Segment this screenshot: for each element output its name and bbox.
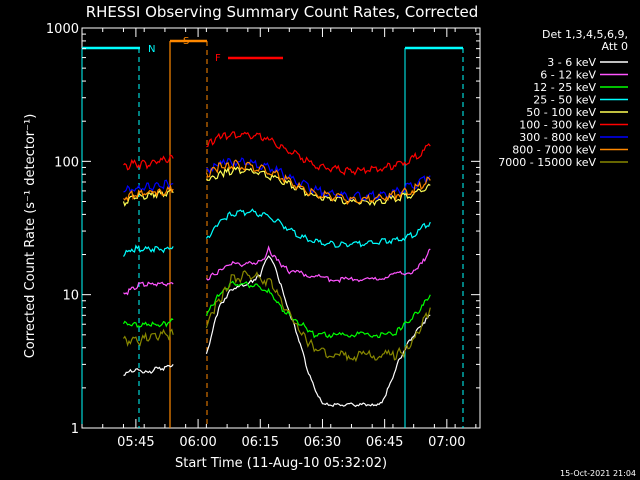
series-line xyxy=(205,280,431,339)
legend-entry-label: 6 - 12 keV xyxy=(540,69,596,82)
series-line xyxy=(123,328,174,348)
corner-timestamp: 15-Oct-2021 21:04 xyxy=(560,469,636,478)
series-line xyxy=(205,159,431,205)
series-line xyxy=(122,244,174,257)
series-line xyxy=(205,208,431,248)
legend-entry-label: 7000 - 15000 keV xyxy=(498,156,596,169)
annotation-f: F xyxy=(215,53,221,64)
y-tick-label: 10 xyxy=(62,289,79,304)
series-line xyxy=(206,157,431,202)
legend-entry-label: 12 - 25 keV xyxy=(533,81,596,94)
annotation-s: S xyxy=(183,36,189,47)
series-line xyxy=(205,255,431,408)
y-tick-label: 1000 xyxy=(46,22,79,37)
x-axis: 05:45 06:00 06:15 06:30 06:45 07:00 xyxy=(81,28,477,450)
series-line xyxy=(123,154,174,171)
x-tick-label: 05:45 xyxy=(117,435,154,450)
series-line xyxy=(123,364,174,377)
series-layer xyxy=(122,131,431,408)
legend-entry-label: 25 - 50 keV xyxy=(533,94,596,107)
series-line xyxy=(123,281,174,296)
annotation-n: N xyxy=(148,44,155,55)
x-tick-label: 06:15 xyxy=(242,435,279,450)
y-axis: 1 10 100 1000 xyxy=(46,22,480,437)
series-line xyxy=(205,270,431,363)
y-tick-label: 1 xyxy=(71,422,79,437)
x-axis-label: Start Time (11-Aug-10 05:32:02) xyxy=(175,456,387,471)
legend-title: Att 0 xyxy=(602,40,628,53)
series-line xyxy=(122,317,174,328)
series-line xyxy=(123,183,174,202)
series-line xyxy=(123,179,174,194)
legend-entry-label: 300 - 800 keV xyxy=(519,131,596,144)
legend-entry-label: 50 - 100 keV xyxy=(526,106,596,119)
chart-title: RHESSI Observing Summary Count Rates, Co… xyxy=(86,3,479,21)
series-line xyxy=(206,131,431,176)
annotation-labels: N S F xyxy=(148,36,221,64)
y-tick-label: 100 xyxy=(54,155,79,170)
legend-entry-label: 3 - 6 keV xyxy=(547,56,596,69)
y-axis-label: Corrected Count Rate (s⁻¹ detector⁻¹) xyxy=(23,114,38,359)
x-tick-label: 06:00 xyxy=(179,435,216,450)
x-tick-label: 07:00 xyxy=(428,435,465,450)
legend-title: Det 1,3,4,5,6,9, xyxy=(542,28,628,41)
x-tick-label: 06:30 xyxy=(304,435,341,450)
legend-entry-label: 100 - 300 keV xyxy=(519,119,596,132)
x-tick-label: 06:45 xyxy=(366,435,403,450)
series-line xyxy=(205,245,431,284)
legend-entry-label: 800 - 7000 keV xyxy=(512,144,596,157)
